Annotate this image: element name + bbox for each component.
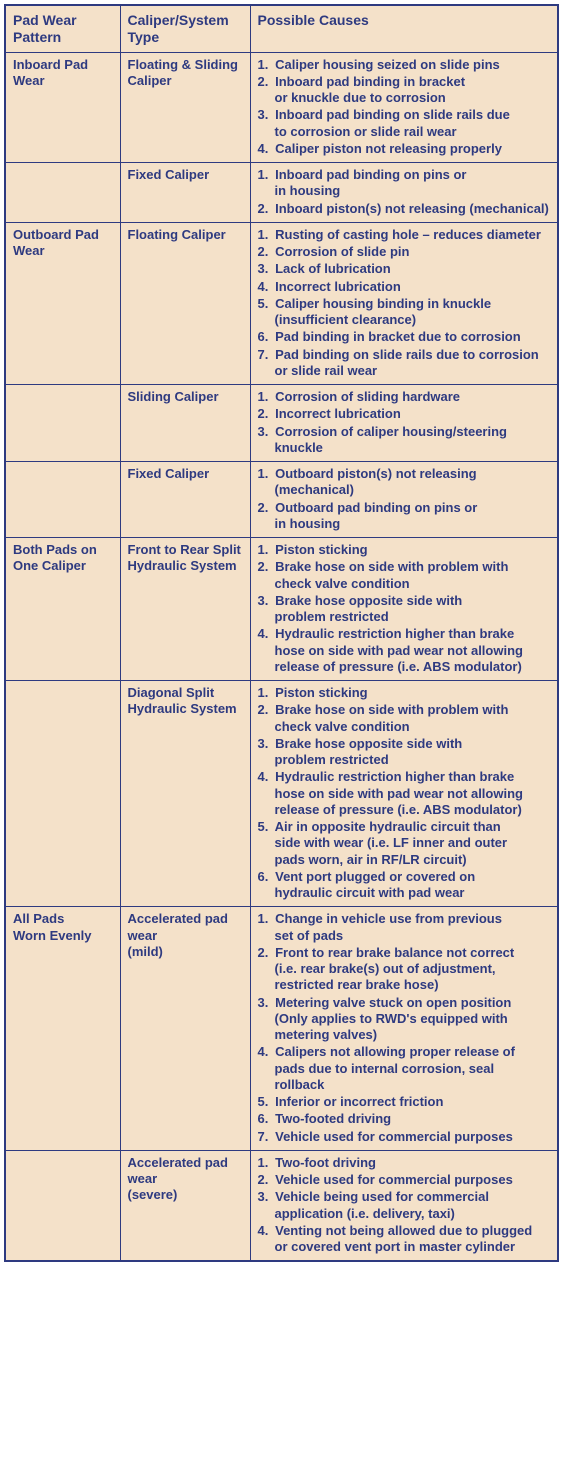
cause-item: 6. Two-footed driving	[258, 1111, 551, 1127]
cell-type: Front to Rear Split Hydraulic System	[120, 538, 250, 681]
cell-pattern	[5, 1150, 120, 1261]
cell-type: Fixed Caliper	[120, 163, 250, 223]
cell-type: Sliding Caliper	[120, 385, 250, 462]
cell-causes: 1. Caliper housing seized on slide pins2…	[250, 52, 558, 163]
header-pattern: Pad Wear Pattern	[5, 5, 120, 52]
cell-causes: 1. Piston sticking2. Brake hose on side …	[250, 681, 558, 907]
cell-causes: 1. Piston sticking2. Brake hose on side …	[250, 538, 558, 681]
cell-pattern: All Pads Worn Evenly	[5, 907, 120, 1151]
cell-pattern: Outboard Pad Wear	[5, 222, 120, 384]
table-row: All Pads Worn EvenlyAccelerated pad wear…	[5, 907, 558, 1151]
table-row: Outboard Pad WearFloating Caliper 1. Rust…	[5, 222, 558, 384]
cell-causes: 1. Inboard pad binding on pins or in hou…	[250, 163, 558, 223]
cause-item: 2. Inboard pad binding in bracket or knu…	[258, 74, 551, 107]
table-row: Fixed Caliper1. Outboard piston(s) not r…	[5, 462, 558, 538]
cause-item: 4. Incorrect lubrication	[258, 279, 551, 295]
cause-item: 2. Outboard pad binding on pins or in ho…	[258, 500, 551, 533]
cause-item: 3. Inboard pad binding on slide rails du…	[258, 107, 551, 140]
cause-item: 1. Inboard pad binding on pins or in hou…	[258, 167, 551, 200]
table-row: Fixed Caliper1. Inboard pad binding on p…	[5, 163, 558, 223]
cell-pattern: Inboard Pad Wear	[5, 52, 120, 163]
cause-item: 2. Brake hose on side with problem with …	[258, 559, 551, 592]
cause-item: 1. Piston sticking	[258, 542, 551, 558]
cell-causes: 1. Corrosion of sliding hardware2. Incor…	[250, 385, 558, 462]
cause-item: 4. Hydraulic restriction higher than bra…	[258, 626, 551, 675]
cell-type: Fixed Caliper	[120, 462, 250, 538]
cause-item: 5. Caliper housing binding in knuckle (i…	[258, 296, 551, 329]
cause-item: 1. Caliper housing seized on slide pins	[258, 57, 551, 73]
cause-item: 3. Brake hose opposite side with problem…	[258, 736, 551, 769]
cause-item: 4. Hydraulic restriction higher than bra…	[258, 769, 551, 818]
cell-pattern	[5, 385, 120, 462]
cause-item: 6. Pad binding in bracket due to corrosi…	[258, 329, 551, 345]
cell-type: Floating Caliper	[120, 222, 250, 384]
pad-wear-table: Pad Wear Pattern Caliper/System Type Pos…	[4, 4, 559, 1262]
cause-item: 1. Corrosion of sliding hardware	[258, 389, 551, 405]
cause-item: 3. Corrosion of caliper housing/steering…	[258, 424, 551, 457]
cause-item: 6. Vent port plugged or covered on hydra…	[258, 869, 551, 902]
cause-item: 2. Corrosion of slide pin	[258, 244, 551, 260]
table-row: Inboard Pad WearFloating & Sliding Calip…	[5, 52, 558, 163]
cause-item: 2. Brake hose on side with problem with …	[258, 702, 551, 735]
cause-item: 2. Incorrect lubrication	[258, 406, 551, 422]
cause-item: 1. Outboard piston(s) not releasing (mec…	[258, 466, 551, 499]
cell-type: Floating & Sliding Caliper	[120, 52, 250, 163]
header-row: Pad Wear Pattern Caliper/System Type Pos…	[5, 5, 558, 52]
cell-causes: 1. Outboard piston(s) not releasing (mec…	[250, 462, 558, 538]
table-row: Accelerated pad wear (severe)1. Two-foot…	[5, 1150, 558, 1261]
header-causes: Possible Causes	[250, 5, 558, 52]
cause-item: 3. Lack of lubrication	[258, 261, 551, 277]
cause-item: 1. Rusting of casting hole – reduces dia…	[258, 227, 551, 243]
cause-item: 1. Two-foot driving	[258, 1155, 551, 1171]
cell-pattern: Both Pads on One Caliper	[5, 538, 120, 681]
cause-item: 5. Inferior or incorrect friction	[258, 1094, 551, 1110]
header-type: Caliper/System Type	[120, 5, 250, 52]
cause-item: 4. Calipers not allowing proper release …	[258, 1044, 551, 1093]
cell-type: Diagonal Split Hydraulic System	[120, 681, 250, 907]
cell-pattern	[5, 163, 120, 223]
table-row: Both Pads on One CaliperFront to Rear Sp…	[5, 538, 558, 681]
cause-item: 5. Air in opposite hydraulic circuit tha…	[258, 819, 551, 868]
cause-item: 2. Inboard piston(s) not releasing (mech…	[258, 201, 551, 217]
cell-causes: 1. Two-foot driving2. Vehicle used for c…	[250, 1150, 558, 1261]
cause-item: 2. Vehicle used for commercial purposes	[258, 1172, 551, 1188]
cell-causes: 1. Rusting of casting hole – reduces dia…	[250, 222, 558, 384]
cell-type: Accelerated pad wear (mild)	[120, 907, 250, 1151]
table-row: Diagonal Split Hydraulic System1. Piston…	[5, 681, 558, 907]
cause-item: 7. Vehicle used for commercial purposes	[258, 1129, 551, 1145]
cause-item: 1. Piston sticking	[258, 685, 551, 701]
table-row: Sliding Caliper1. Corrosion of sliding h…	[5, 385, 558, 462]
cause-item: 3. Vehicle being used for commercial app…	[258, 1189, 551, 1222]
cause-item: 7. Pad binding on slide rails due to cor…	[258, 347, 551, 380]
cause-item: 3. Brake hose opposite side with problem…	[258, 593, 551, 626]
cause-item: 2. Front to rear brake balance not corre…	[258, 945, 551, 994]
cell-pattern	[5, 462, 120, 538]
cause-item: 3. Metering valve stuck on open position…	[258, 995, 551, 1044]
cause-item: 4. Venting not being allowed due to plug…	[258, 1223, 551, 1256]
cause-item: 1. Change in vehicle use from previous s…	[258, 911, 551, 944]
cell-pattern	[5, 681, 120, 907]
cell-type: Accelerated pad wear (severe)	[120, 1150, 250, 1261]
cell-causes: 1. Change in vehicle use from previous s…	[250, 907, 558, 1151]
cause-item: 4. Caliper piston not releasing properly	[258, 141, 551, 157]
table-body: Inboard Pad WearFloating & Sliding Calip…	[5, 52, 558, 1261]
